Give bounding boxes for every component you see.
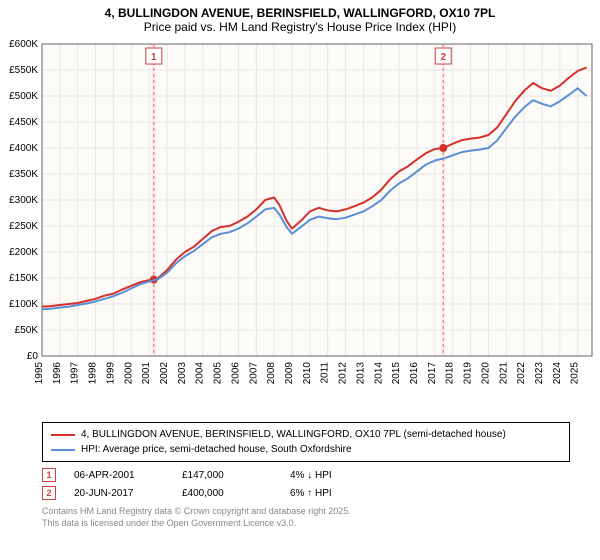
event-date: 06-APR-2001 xyxy=(74,470,164,481)
title-subtitle: Price paid vs. HM Land Registry's House … xyxy=(8,20,592,34)
svg-text:1999: 1999 xyxy=(105,362,116,385)
event-price: £400,000 xyxy=(182,488,272,499)
events-table: 1 06-APR-2001 £147,000 4% ↓ HPI 2 20-JUN-2017… xyxy=(42,466,570,502)
svg-text:£50K: £50K xyxy=(15,325,39,336)
legend-label: 4, BULLINGDON AVENUE, BERINSFIELD, WALLI… xyxy=(81,427,506,442)
event-marker: 2 xyxy=(42,486,56,500)
event-delta: 6% ↑ HPI xyxy=(290,488,332,499)
svg-text:2010: 2010 xyxy=(302,362,313,385)
svg-text:2006: 2006 xyxy=(230,362,241,385)
svg-text:2015: 2015 xyxy=(391,362,402,385)
svg-text:2022: 2022 xyxy=(516,362,527,385)
svg-text:2002: 2002 xyxy=(159,362,170,385)
svg-text:2024: 2024 xyxy=(552,362,563,385)
event-date: 20-JUN-2017 xyxy=(74,488,164,499)
svg-text:2003: 2003 xyxy=(177,362,188,385)
legend-item: HPI: Average price, semi-detached house,… xyxy=(51,442,561,457)
svg-text:£450K: £450K xyxy=(9,117,38,128)
svg-text:£350K: £350K xyxy=(9,169,38,180)
legend-label: HPI: Average price, semi-detached house,… xyxy=(81,442,352,457)
svg-text:1998: 1998 xyxy=(88,362,99,385)
svg-text:2012: 2012 xyxy=(338,362,349,385)
footer-attribution: Contains HM Land Registry data © Crown c… xyxy=(42,506,570,529)
svg-text:2000: 2000 xyxy=(123,362,134,385)
svg-text:£0: £0 xyxy=(27,351,39,362)
svg-text:2021: 2021 xyxy=(498,362,509,385)
chart-container: 4, BULLINGDON AVENUE, BERINSFIELD, WALLI… xyxy=(0,0,600,560)
svg-text:2018: 2018 xyxy=(445,362,456,385)
svg-text:1995: 1995 xyxy=(34,362,45,385)
svg-text:£600K: £600K xyxy=(9,39,38,50)
svg-text:2007: 2007 xyxy=(248,362,259,385)
legend-swatch xyxy=(51,434,75,436)
svg-text:2019: 2019 xyxy=(463,362,474,385)
svg-text:£300K: £300K xyxy=(9,195,38,206)
event-marker: 1 xyxy=(42,468,56,482)
svg-text:2011: 2011 xyxy=(320,362,331,384)
legend-swatch xyxy=(51,449,75,451)
svg-text:2005: 2005 xyxy=(213,362,224,385)
footer-line-1: Contains HM Land Registry data © Crown c… xyxy=(42,506,570,518)
title-address: 4, BULLINGDON AVENUE, BERINSFIELD, WALLI… xyxy=(8,6,592,20)
event-row: 1 06-APR-2001 £147,000 4% ↓ HPI xyxy=(42,466,570,484)
legend-item: 4, BULLINGDON AVENUE, BERINSFIELD, WALLI… xyxy=(51,427,561,442)
svg-text:1: 1 xyxy=(151,52,157,63)
legend: 4, BULLINGDON AVENUE, BERINSFIELD, WALLI… xyxy=(42,422,570,462)
event-price: £147,000 xyxy=(182,470,272,481)
svg-text:£500K: £500K xyxy=(9,91,38,102)
title-block: 4, BULLINGDON AVENUE, BERINSFIELD, WALLI… xyxy=(0,0,600,36)
svg-text:£150K: £150K xyxy=(9,273,38,284)
svg-text:£400K: £400K xyxy=(9,143,38,154)
svg-text:2017: 2017 xyxy=(427,362,438,385)
svg-text:2025: 2025 xyxy=(570,362,581,385)
svg-text:1996: 1996 xyxy=(52,362,63,385)
svg-text:2016: 2016 xyxy=(409,362,420,385)
svg-text:£200K: £200K xyxy=(9,247,38,258)
svg-text:2009: 2009 xyxy=(284,362,295,385)
svg-text:2008: 2008 xyxy=(266,362,277,385)
svg-text:£250K: £250K xyxy=(9,221,38,232)
svg-text:2020: 2020 xyxy=(480,362,491,385)
svg-text:2004: 2004 xyxy=(195,362,206,385)
svg-text:1997: 1997 xyxy=(70,362,81,385)
svg-text:£550K: £550K xyxy=(9,65,38,76)
svg-text:2: 2 xyxy=(440,52,446,63)
event-row: 2 20-JUN-2017 £400,000 6% ↑ HPI xyxy=(42,484,570,502)
svg-text:£100K: £100K xyxy=(9,299,38,310)
line-chart-svg: £0 £50K £100K £150K £200K £250K £300K £350K £400… xyxy=(0,36,600,416)
chart-area: £0 £50K £100K £150K £200K £250K £300K £350K £400… xyxy=(0,36,600,416)
svg-text:2001: 2001 xyxy=(141,362,152,385)
event-delta: 4% ↓ HPI xyxy=(290,470,332,481)
svg-text:2014: 2014 xyxy=(373,362,384,385)
svg-text:2023: 2023 xyxy=(534,362,545,385)
footer-line-2: This data is licensed under the Open Gov… xyxy=(42,518,570,530)
svg-text:2013: 2013 xyxy=(355,362,366,385)
